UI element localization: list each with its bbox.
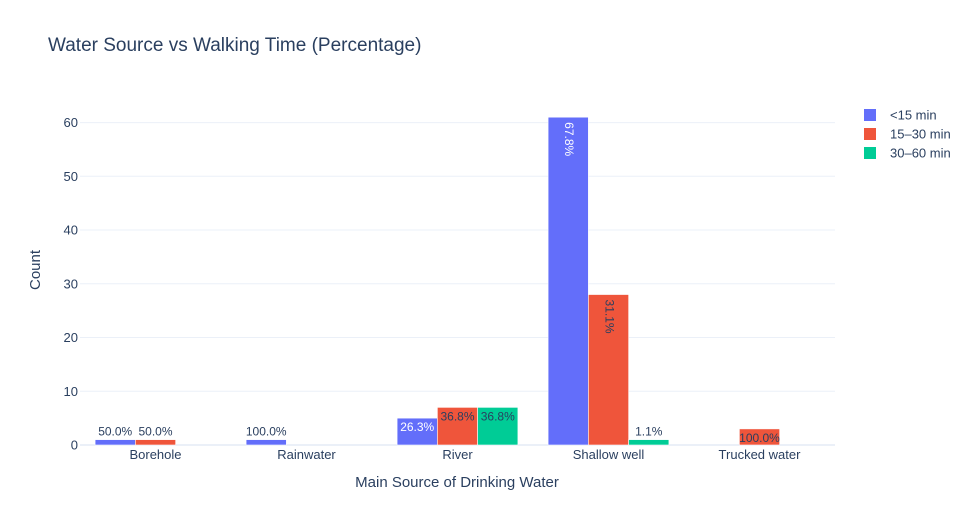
- bar-labels: 50.0% 100.0% 26.3% 67.8% 50.0% 36.8% 31.1% 100.…: [98, 122, 780, 445]
- legend-swatch: [864, 109, 876, 121]
- legend-label: 30–60 min: [890, 146, 951, 161]
- gridlines: [80, 122, 835, 446]
- bar[interactable]: [739, 428, 780, 446]
- chart-title: Water Source vs Walking Time (Percentage…: [48, 35, 421, 56]
- bar-data-label: 67.8%: [562, 122, 576, 156]
- x-tick-label: Shallow well: [573, 447, 645, 462]
- legend-swatch: [864, 128, 876, 140]
- y-axis-title: Count: [27, 249, 44, 290]
- legend[interactable]: <15 min 15–30 min 30–60 min: [864, 108, 951, 161]
- x-tick-labels: Borehole Rainwater River Shallow well Trucke…: [129, 447, 801, 462]
- legend-item[interactable]: <15 min: [864, 108, 937, 123]
- bar-data-label: 50.0%: [98, 425, 132, 439]
- bar-data-label: 100.0%: [739, 431, 780, 445]
- x-tick-label: Borehole: [129, 447, 181, 462]
- bar[interactable]: [94, 439, 136, 446]
- bar[interactable]: [477, 407, 519, 446]
- bar-data-label: 50.0%: [138, 425, 172, 439]
- bar[interactable]: [437, 407, 478, 446]
- y-tick-label: 20: [64, 330, 78, 345]
- y-tick-label: 40: [64, 223, 78, 238]
- y-tick-label: 30: [64, 276, 78, 291]
- y-tick-label: 10: [64, 384, 78, 399]
- bar[interactable]: [396, 417, 438, 446]
- x-tick-label: River: [442, 447, 473, 462]
- bar-data-label: 31.1%: [602, 300, 616, 334]
- x-tick-label: Rainwater: [277, 447, 336, 462]
- x-tick-label: Trucked water: [719, 447, 802, 462]
- y-tick-label: 60: [64, 115, 78, 130]
- bar-data-label: 36.8%: [481, 409, 515, 423]
- bar-data-label: 36.8%: [440, 409, 474, 423]
- y-tick-label: 50: [64, 169, 78, 184]
- bar[interactable]: [547, 116, 589, 446]
- bar[interactable]: [628, 439, 670, 446]
- bar-data-label: 100.0%: [246, 425, 287, 439]
- legend-item[interactable]: 15–30 min: [864, 127, 951, 142]
- y-tick-label: 0: [71, 438, 78, 453]
- legend-label: 15–30 min: [890, 127, 951, 142]
- legend-item[interactable]: 30–60 min: [864, 146, 951, 161]
- bar-data-label: 26.3%: [400, 420, 434, 434]
- bar-data-label: 1.1%: [635, 425, 663, 439]
- bar[interactable]: [588, 294, 629, 446]
- bars: [94, 116, 780, 446]
- x-axis-title: Main Source of Drinking Water: [355, 474, 559, 491]
- bar[interactable]: [245, 439, 287, 446]
- legend-swatch: [864, 147, 876, 159]
- legend-label: <15 min: [890, 108, 937, 123]
- y-tick-labels: 0 10 20 30 40 50 60: [64, 115, 78, 452]
- bar[interactable]: [135, 439, 176, 446]
